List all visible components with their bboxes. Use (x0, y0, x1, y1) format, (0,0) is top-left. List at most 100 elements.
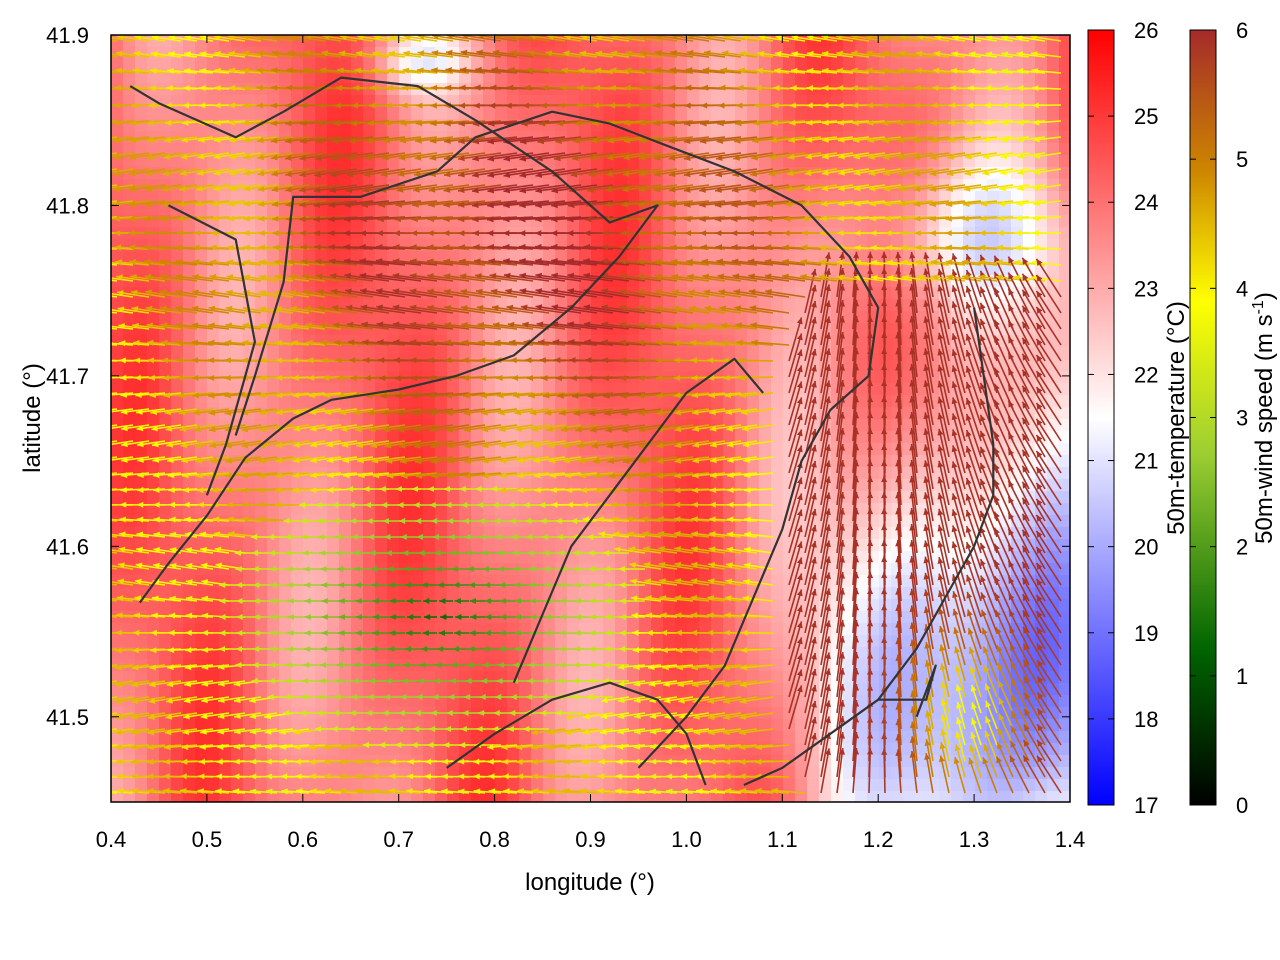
heatmap-cell (123, 503, 136, 516)
heatmap-cell (147, 71, 160, 84)
heatmap-cell (303, 491, 316, 504)
heatmap-cell (387, 599, 400, 612)
heatmap-cell (483, 683, 496, 696)
heatmap-cell (771, 335, 784, 348)
heatmap-cell (771, 431, 784, 444)
heatmap-cell (267, 71, 280, 84)
heatmap-cell (159, 311, 172, 324)
heatmap-cell (327, 647, 340, 660)
heatmap-cell (387, 647, 400, 660)
heatmap-cell (183, 551, 196, 564)
heatmap-cell (615, 635, 628, 648)
heatmap-cell (387, 491, 400, 504)
heatmap-cell (1023, 203, 1036, 216)
heatmap-cell (423, 479, 436, 492)
heatmap-cell (135, 239, 148, 252)
heatmap-cell (387, 71, 400, 84)
heatmap-cell (351, 491, 364, 504)
heatmap-cell (483, 635, 496, 648)
heatmap-cell (339, 731, 352, 744)
heatmap-cell (771, 479, 784, 492)
heatmap-cell (327, 587, 340, 600)
heatmap-cell (567, 635, 580, 648)
heatmap-cell (363, 683, 376, 696)
heatmap-cell (159, 659, 172, 672)
heatmap-cell (375, 539, 388, 552)
heatmap-cell (579, 587, 592, 600)
heatmap-cell (291, 383, 304, 396)
heatmap-cell (759, 443, 772, 456)
heatmap-cell (291, 347, 304, 360)
heatmap-cell (771, 635, 784, 648)
heatmap-cell (375, 263, 388, 276)
heatmap-cell (327, 719, 340, 732)
heatmap-cell (207, 779, 220, 792)
heatmap-cell (531, 683, 544, 696)
heatmap-cell (855, 767, 868, 780)
heatmap-cell (639, 635, 652, 648)
heatmap-cell (123, 491, 136, 504)
heatmap-cell (207, 731, 220, 744)
heatmap-cell (231, 731, 244, 744)
heatmap-cell (603, 587, 616, 600)
heatmap-cell (507, 767, 520, 780)
heatmap-cell (279, 311, 292, 324)
heatmap-cell (207, 611, 220, 624)
heatmap-cell (183, 359, 196, 372)
heatmap-cell (735, 767, 748, 780)
heatmap-cell (315, 239, 328, 252)
heatmap-cell (603, 779, 616, 792)
heatmap-cell (675, 107, 688, 120)
heatmap-cell (603, 347, 616, 360)
heatmap-cell (315, 695, 328, 708)
heatmap-cell (291, 791, 304, 802)
heatmap-cell (447, 539, 460, 552)
heatmap-cell (339, 683, 352, 696)
heatmap-cell (795, 287, 808, 300)
heatmap-cell (495, 683, 508, 696)
heatmap-cell (447, 491, 460, 504)
heatmap-cell (891, 107, 904, 120)
heatmap-cell (147, 263, 160, 276)
heatmap-cell (387, 359, 400, 372)
heatmap-cell (375, 695, 388, 708)
heatmap-cell (399, 539, 412, 552)
heatmap-cell (183, 587, 196, 600)
heatmap-cell (255, 263, 268, 276)
heatmap-cell (735, 491, 748, 504)
heatmap-cell (315, 587, 328, 600)
heatmap-cell (303, 587, 316, 600)
heatmap-cell (831, 107, 844, 120)
heatmap-cell (411, 575, 424, 588)
heatmap-cell (267, 767, 280, 780)
heatmap-cell (483, 719, 496, 732)
heatmap-cell (243, 575, 256, 588)
heatmap-cell (627, 395, 640, 408)
heatmap-cell (675, 635, 688, 648)
heatmap-cell (603, 635, 616, 648)
heatmap-cell (723, 491, 736, 504)
heatmap-cell (171, 683, 184, 696)
heatmap-cell (351, 539, 364, 552)
heatmap-cell (315, 791, 328, 802)
heatmap-cell (279, 107, 292, 120)
heatmap-cell (183, 239, 196, 252)
heatmap-cell (135, 599, 148, 612)
heatmap-cell (771, 323, 784, 336)
heatmap-cell (159, 503, 172, 516)
heatmap-cell (327, 107, 340, 120)
heatmap-cell (159, 791, 172, 802)
heatmap-cell (147, 491, 160, 504)
heatmap-cell (207, 791, 220, 802)
heatmap-cell (195, 191, 208, 204)
heatmap-cell (483, 239, 496, 252)
heatmap-cell (651, 491, 664, 504)
heatmap-cell (723, 239, 736, 252)
heatmap-cell (279, 503, 292, 516)
heatmap-cell (747, 731, 760, 744)
heatmap-cell (183, 791, 196, 802)
heatmap-cell (219, 635, 232, 648)
heatmap-cell (435, 107, 448, 120)
heatmap-cell (147, 191, 160, 204)
heatmap-cell (519, 395, 532, 408)
